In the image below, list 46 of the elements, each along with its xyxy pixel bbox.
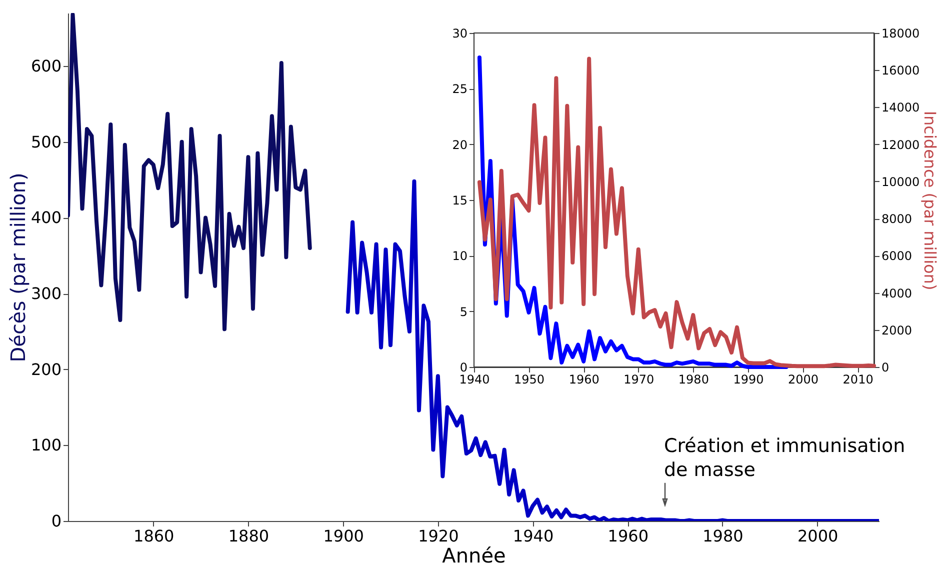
y2-tick-label: 14000 [882,100,920,115]
y-tick-label: 100 [30,436,62,455]
y-tick-label: 20 [452,138,468,152]
x-tick-label: 1970 [624,372,654,386]
x-tick-label: 1960 [608,526,648,546]
y2-tick-label: 2000 [882,323,912,338]
y-tick-label: 200 [30,360,62,379]
x-axis-title: Année [442,544,506,568]
x-tick-label: 1980 [702,526,744,546]
x-tick-label: 2000 [797,526,838,546]
x-tick-label: 1990 [733,372,764,386]
x-tick-label: 1960 [568,372,600,386]
x-tick-label: 1980 [678,372,709,386]
y-tick-label: 5 [460,304,468,319]
x-tick-label: 1940 [459,372,490,386]
y2-tick-label: 18000 [882,26,920,40]
y-tick-label: 25 [452,82,468,96]
x-tick-label: 1860 [134,526,174,546]
y2-tick-label: 0 [882,360,890,374]
y2-tick-label: 6000 [882,249,912,264]
x-tick-label: 1950 [514,372,545,386]
y-axis-title: Décès (par million) [6,172,30,362]
y-tick-label: 0 [460,360,468,374]
x-tick-label: 1900 [323,526,364,546]
x-tick-label: 1940 [512,526,554,546]
y-tick-label: 0 [51,512,62,530]
y-tick-label: 500 [30,132,62,152]
y2-tick-label: 8000 [882,212,912,226]
y2-tick-label: 10000 [882,174,920,189]
y-tick-label: 400 [30,208,62,228]
y-tick-label: 300 [30,284,62,304]
y2-axis-title: Incidence (par million) [920,110,940,290]
y-tick-label: 30 [452,26,468,40]
y-tick-label: 600 [30,56,62,76]
line-series [68,13,312,332]
annotation: Création et immunisation de masse [664,435,906,481]
x-tick-label: 2000 [788,372,819,386]
y2-tick-label: 16000 [882,64,920,78]
y-tick-label: 15 [452,194,468,208]
y2-tick-label: 12000 [882,138,920,152]
x-tick-label: 1880 [228,526,270,546]
y2-tick-label: 4000 [882,286,912,300]
x-tick-label: 2010 [842,372,874,386]
x-tick-label: 1920 [418,526,459,546]
line-series [477,56,876,368]
y-tick-label: 10 [452,249,468,264]
